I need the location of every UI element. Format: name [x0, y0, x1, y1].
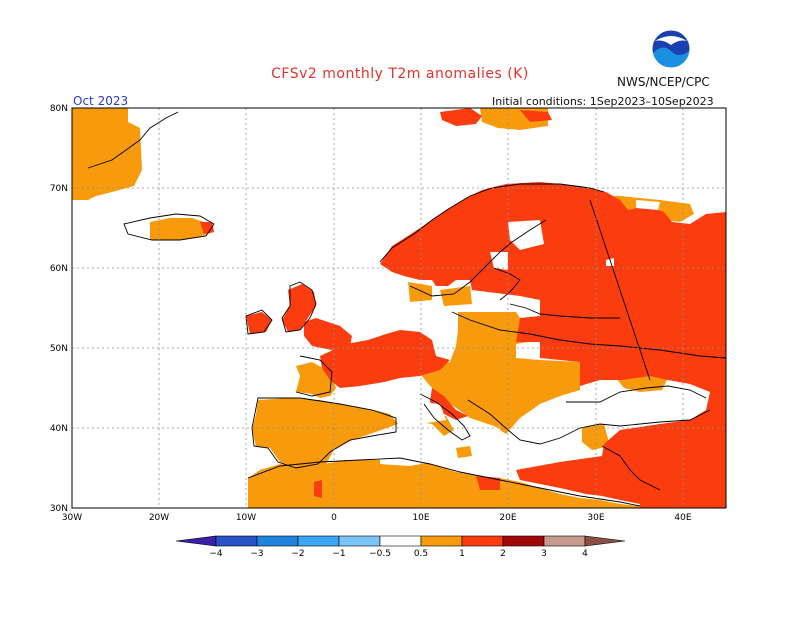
map-title: CFSv2 monthly T2m anomalies (K) — [271, 66, 529, 82]
lon-tick-label: 10W — [236, 513, 256, 523]
colorbar-segment — [297, 535, 340, 547]
lat-tick-label: 30N — [50, 504, 68, 514]
colorbar-segment — [256, 535, 299, 547]
lat-tick-label: 60N — [50, 264, 68, 274]
lon-tick-label: 30E — [587, 513, 604, 523]
lat-tick-label: 40N — [50, 424, 68, 434]
noaa-logo-icon — [651, 29, 691, 69]
colorbar-label: −2 — [291, 549, 304, 559]
lat-tick-label: 50N — [50, 344, 68, 354]
lat-tick-label: 80N — [50, 104, 68, 114]
colorbar-labels: −4 −3 −2 −1 −0.5 0.5 1 2 3 4 — [209, 549, 588, 559]
colorbar-segment — [543, 535, 586, 547]
lon-tick-label: 40E — [674, 513, 691, 523]
longitude-axis: 30W 20W 10W 0 10E 20E 30E 40E — [62, 513, 692, 523]
colorbar-label: −3 — [250, 549, 263, 559]
latitude-axis: 80N 70N 60N 50N 40N 30N — [50, 104, 68, 514]
lon-tick-label: 0 — [331, 513, 337, 523]
colorbar-label: 2 — [500, 549, 506, 559]
colorbar-segment — [338, 535, 381, 547]
map-frame-border — [71, 107, 727, 509]
anomaly-1-2-layer — [200, 108, 726, 508]
colorbar-label: −0.5 — [369, 549, 391, 559]
colorbar-label: −1 — [332, 549, 345, 559]
colorbar-label: 4 — [582, 549, 588, 559]
colorbar-segment — [461, 535, 504, 547]
lon-tick-label: 10E — [412, 513, 429, 523]
graticule-layer — [72, 108, 726, 508]
lon-tick-label: 20W — [149, 513, 169, 523]
initial-conditions-label: Initial conditions: 1Sep2023–10Sep2023 — [492, 95, 714, 108]
colorbar-label: 3 — [541, 549, 547, 559]
lat-tick-label: 70N — [50, 184, 68, 194]
agency-label: NWS/NCEP/CPC — [617, 75, 710, 89]
colorbar-segment — [502, 535, 545, 547]
colorbar-label: 0.5 — [414, 549, 428, 559]
colorbar-segment — [379, 535, 422, 547]
colorbar — [175, 535, 626, 547]
lon-tick-label: 30W — [62, 513, 82, 523]
colorbar-segment — [420, 535, 463, 547]
colorbar-segment — [215, 535, 258, 547]
colorbar-segment — [584, 535, 626, 547]
colorbar-segment — [175, 535, 217, 547]
colorbar-label: −4 — [209, 549, 223, 559]
valid-period-label: Oct 2023 — [73, 94, 129, 108]
lon-tick-label: 20E — [499, 513, 516, 523]
colorbar-label: 1 — [459, 549, 465, 559]
